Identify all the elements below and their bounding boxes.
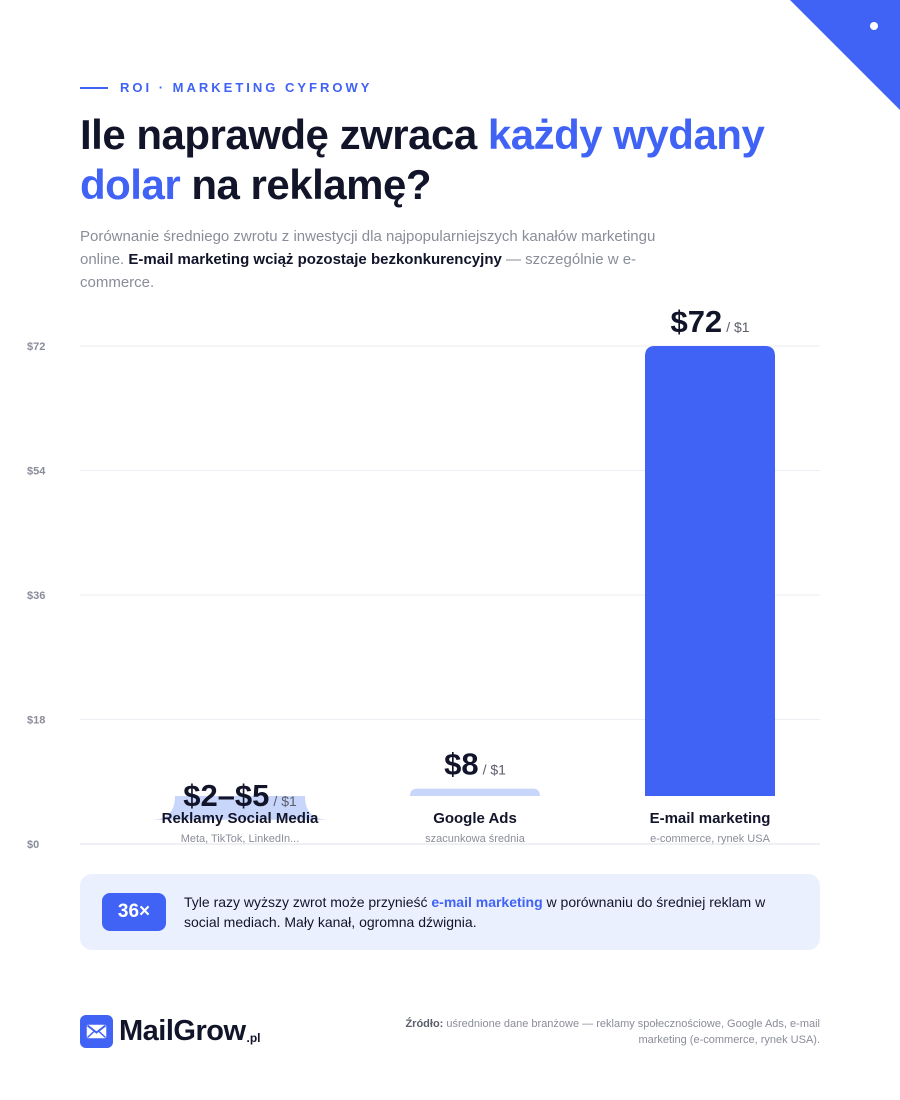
category-note: Meta, TikTok, LinkedIn...	[181, 833, 300, 845]
corner-decoration	[790, 0, 900, 110]
category-label: E-mail marketing	[650, 810, 771, 827]
brand-logo: MailGrow .pl	[80, 1015, 261, 1048]
bar	[151, 796, 329, 820]
category-note: szacunkowa średnia	[425, 833, 526, 845]
category-label: Reklamy Social Media	[162, 810, 319, 827]
subtitle: Porównanie średniego zwrotu z inwestycji…	[80, 225, 700, 294]
value-label: $8/ $1	[444, 747, 506, 782]
value-label: $2–$5/ $1	[183, 778, 297, 813]
callout-text-part-2: w porównaniu do średniej reklam w social…	[184, 894, 766, 930]
y-tick-label: $36	[27, 590, 45, 602]
bar	[645, 346, 775, 796]
y-tick-label: $0	[27, 839, 39, 851]
title-part-1: Ile naprawdę zwraca	[80, 111, 488, 158]
eyebrow: ROI · MARKETING CYFROWY	[80, 80, 372, 95]
title-part-2: na reklamę?	[180, 161, 431, 208]
title-highlight: każdy wydany dolar	[80, 111, 765, 208]
eyebrow-line	[80, 86, 108, 89]
value-label: $72/ $1	[670, 304, 749, 339]
source-note: Źródło: uśrednione dane branżowe — rekla…	[380, 1016, 820, 1048]
callout-text-part-1: Tyle razy wyższy zwrot może przynieść	[184, 894, 432, 910]
y-tick-label: $18	[27, 715, 45, 727]
y-tick-label: $72	[27, 341, 45, 353]
callout-box: 36× Tyle razy wyższy zwrot może przynieś…	[80, 874, 820, 950]
callout-highlight: e-mail marketing	[431, 894, 543, 910]
envelope-icon	[80, 1015, 113, 1048]
page-title: Ile naprawdę zwraca każdy wydany dolar n…	[80, 110, 840, 210]
bar	[410, 788, 540, 796]
logo-tld: .pl	[246, 1031, 261, 1045]
eyebrow-text: ROI · MARKETING CYFROWY	[120, 80, 373, 95]
multiplier-badge: 36×	[102, 893, 166, 931]
subtitle-bold: E-mail marketing wciąż pozostaje bezkonk…	[128, 251, 502, 268]
logo-name: MailGrow	[119, 1015, 246, 1047]
source-text: uśrednione dane branżowe — reklamy społe…	[443, 1018, 820, 1046]
source-label: Źródło:	[405, 1018, 444, 1030]
subtitle-part-1: Porównanie średniego zwrotu z inwestycji…	[80, 228, 656, 268]
subtitle-part-2: — szczególnie w e-commerce.	[80, 251, 637, 291]
y-tick-label: $54	[27, 466, 46, 478]
category-label: Google Ads	[433, 810, 517, 827]
callout-text: Tyle razy wyższy zwrot może przynieść e-…	[184, 892, 784, 932]
category-note: e-commerce, rynek USA	[650, 833, 770, 845]
